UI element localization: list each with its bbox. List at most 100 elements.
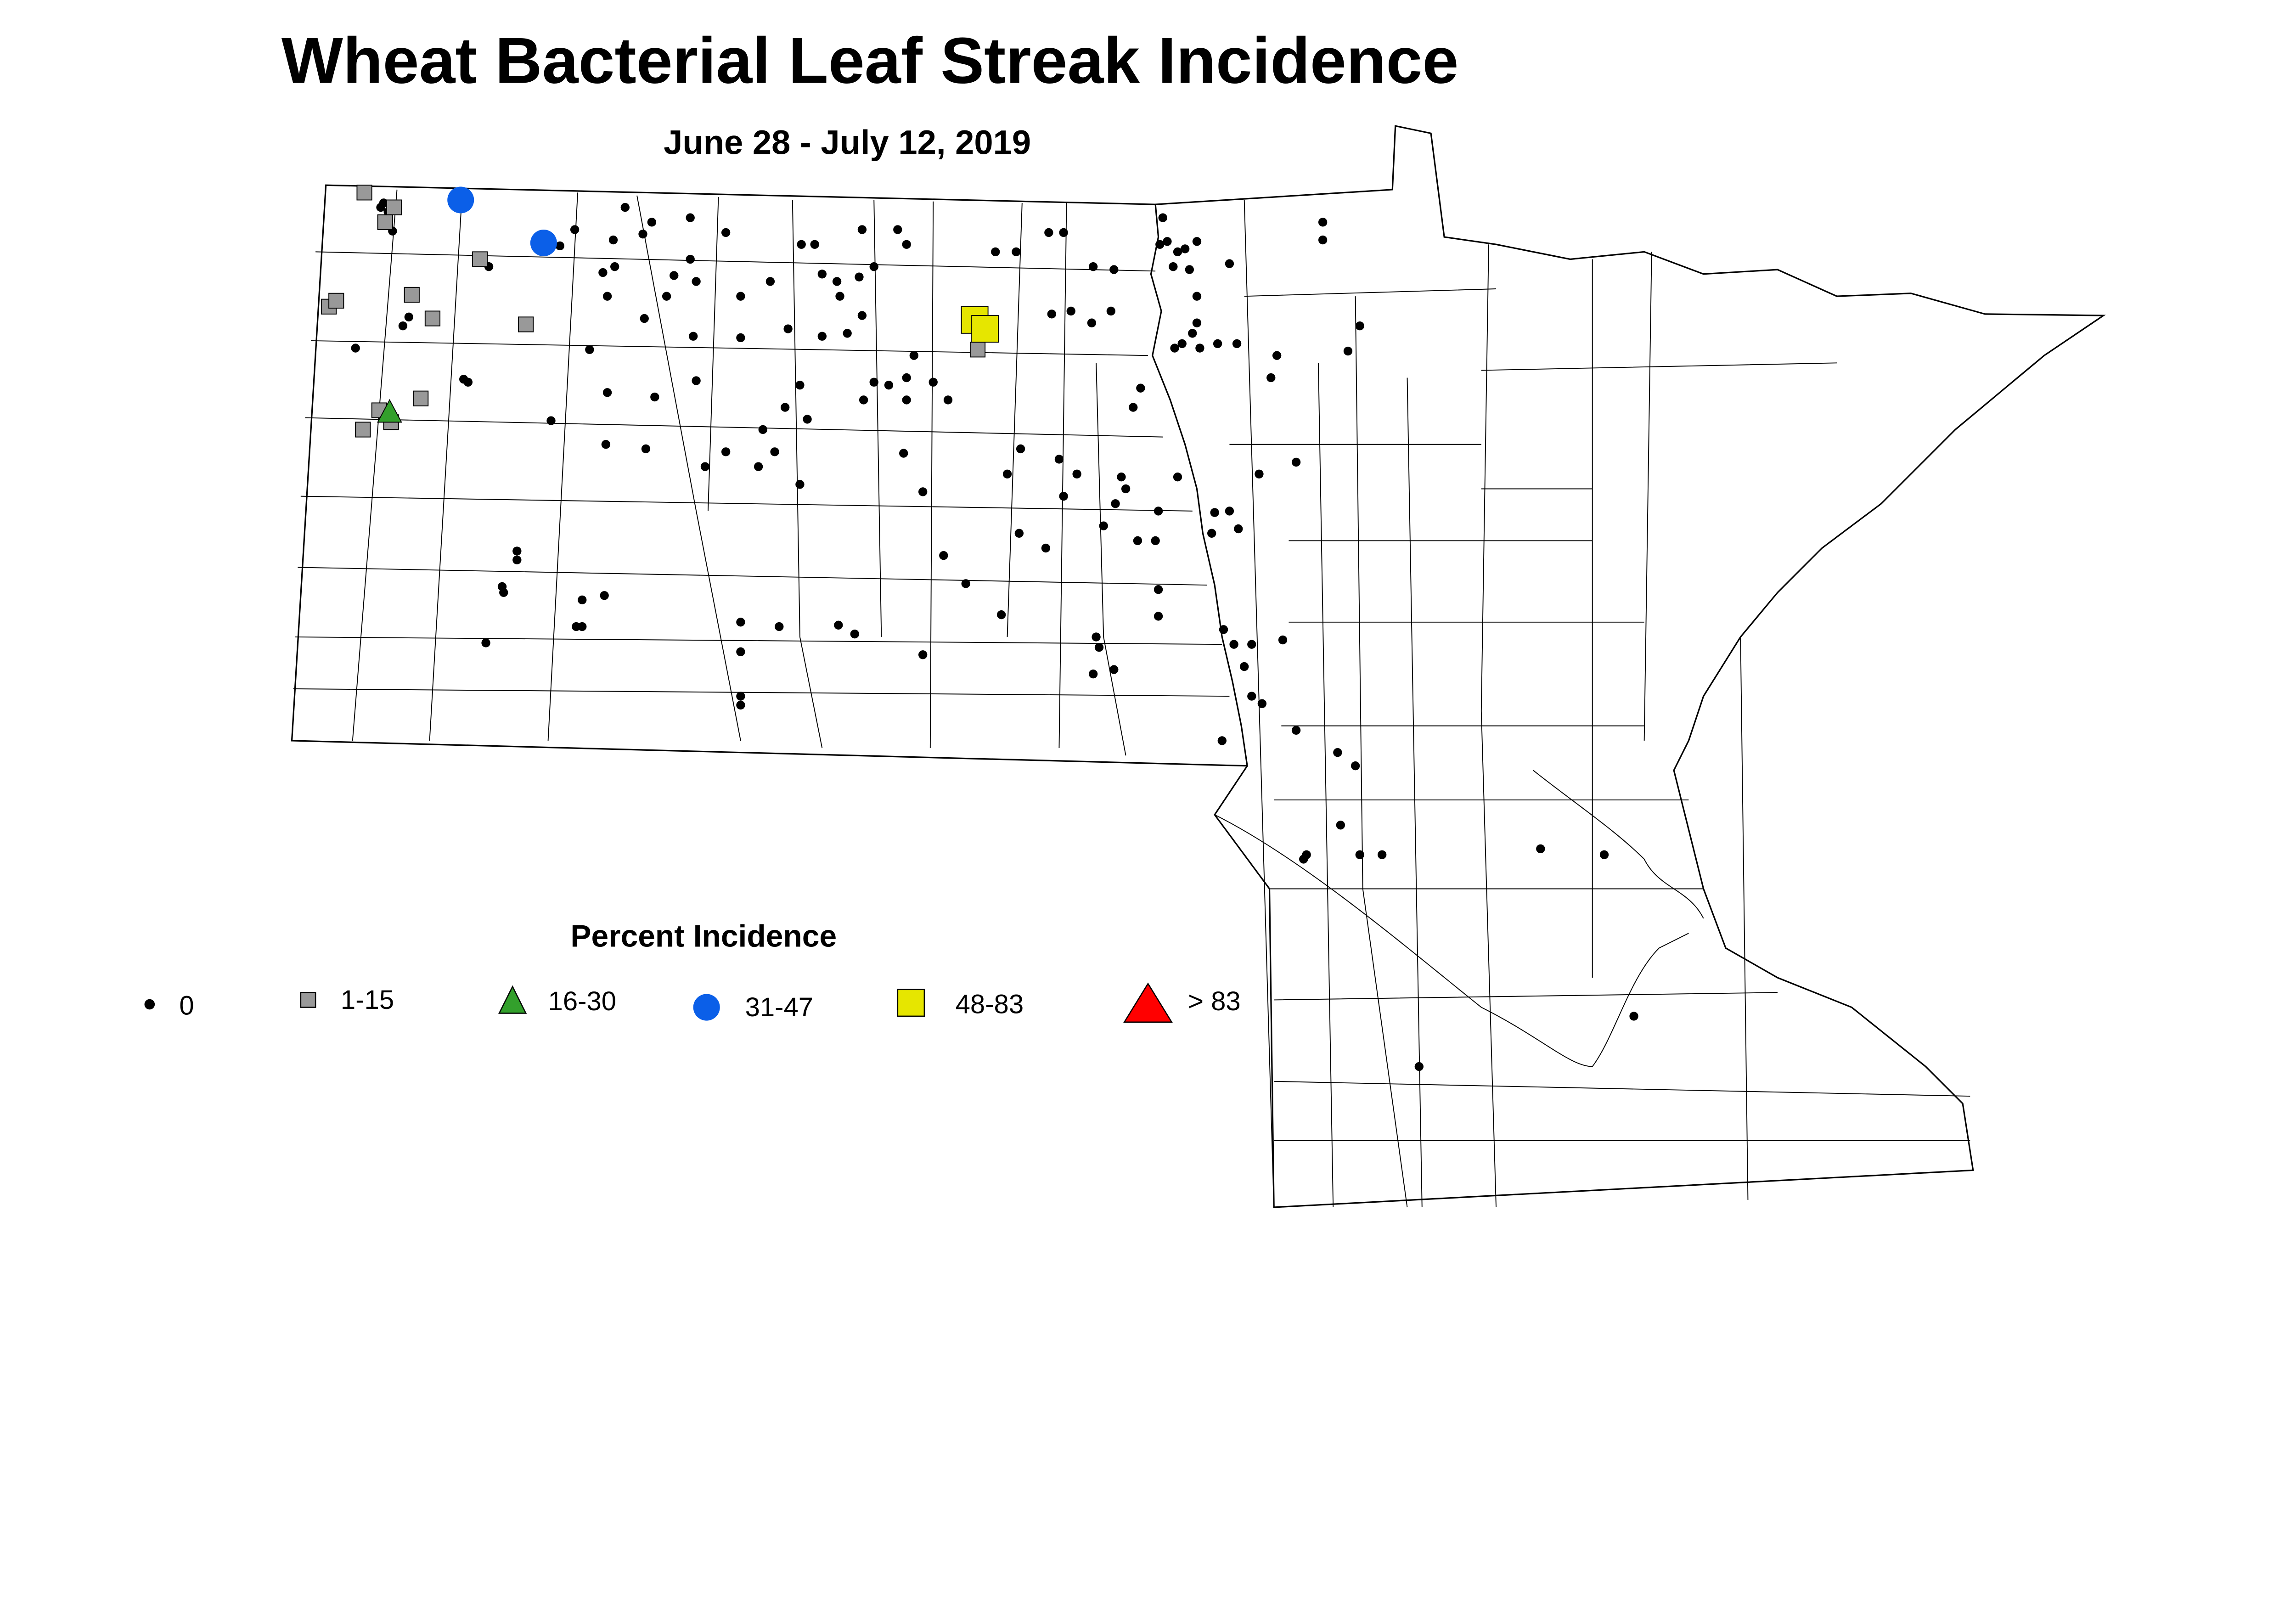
legend-symbol-blue-circle	[693, 994, 720, 1021]
site-point-0	[1155, 240, 1165, 249]
site-point-0	[1012, 247, 1021, 257]
legend-label: 0	[179, 991, 194, 1021]
site-point-0	[1239, 662, 1249, 671]
site-point-0	[736, 692, 745, 701]
site-point-0	[641, 444, 651, 454]
site-point-0	[686, 213, 695, 222]
site-point-0	[1247, 692, 1256, 701]
site-point-0	[662, 292, 671, 301]
map-subtitle: June 28 - July 12, 2019	[664, 123, 1031, 161]
site-point-0	[943, 395, 953, 405]
site-point-0	[1333, 748, 1342, 757]
site-point-0	[721, 228, 731, 237]
legend-symbol-grey-square	[300, 991, 316, 1008]
site-point-0	[909, 351, 919, 360]
site-point-1-15	[518, 316, 534, 332]
site-point-1-15	[472, 251, 488, 267]
site-point-0	[546, 416, 556, 425]
site-point-0	[1177, 339, 1187, 349]
site-point-0	[601, 440, 611, 449]
site-point-0	[902, 395, 911, 405]
legend-item-4: 48-83	[897, 989, 1024, 1019]
site-point-0	[859, 395, 868, 405]
site-point-0	[638, 229, 647, 239]
legend-item-2: 16-30	[498, 985, 616, 1016]
site-point-0	[1343, 346, 1353, 356]
site-point-0	[512, 555, 522, 565]
site-point-0	[817, 270, 827, 279]
site-point-0	[1217, 736, 1227, 745]
site-point-0	[1255, 469, 1264, 478]
site-point-0	[1088, 262, 1098, 271]
site-point-0	[939, 551, 948, 560]
north-dakota-outline	[291, 184, 1249, 767]
site-point-1-15	[328, 293, 344, 309]
site-point-0	[578, 622, 587, 631]
site-point-0	[585, 345, 594, 354]
site-point-0	[398, 321, 408, 331]
legend-title: Percent Incidence	[570, 919, 837, 953]
site-point-1-15	[424, 310, 441, 327]
site-point-0	[810, 240, 819, 249]
site-point-0	[795, 480, 805, 489]
site-point-0	[899, 449, 908, 458]
site-point-0	[1133, 536, 1142, 546]
site-point-0	[1247, 640, 1256, 649]
site-point-0	[918, 487, 928, 496]
site-point-0	[834, 620, 843, 630]
site-point-0	[1219, 625, 1228, 634]
site-point-0	[1111, 499, 1120, 508]
site-point-0	[602, 388, 612, 397]
site-point-0	[1109, 665, 1119, 674]
site-point-0	[1414, 1062, 1424, 1071]
site-point-0	[902, 373, 911, 383]
site-point-0	[692, 277, 701, 286]
site-point-0	[961, 579, 970, 588]
site-point-0	[1207, 529, 1216, 538]
site-point-0	[1169, 262, 1178, 271]
site-point-1-15	[377, 214, 393, 230]
site-point-0	[869, 377, 878, 387]
site-point-0	[918, 650, 928, 659]
site-point-0	[602, 292, 612, 301]
site-point-0	[1151, 536, 1160, 546]
site-point-0	[670, 271, 679, 280]
site-point-0	[512, 546, 522, 556]
site-point-0	[929, 377, 938, 387]
site-point-0	[1299, 855, 1308, 864]
site-point-0	[1047, 310, 1057, 319]
site-point-0	[1318, 218, 1328, 227]
site-point-0	[351, 343, 360, 353]
site-point-0	[1257, 699, 1267, 708]
site-point-0	[835, 292, 844, 301]
site-point-0	[1129, 403, 1138, 412]
legend-item-0: 0	[144, 991, 194, 1021]
site-point-0	[598, 268, 608, 277]
site-point-0	[1170, 343, 1179, 353]
site-point-0	[754, 462, 763, 471]
site-point-0	[1234, 524, 1243, 534]
minnesota-outline	[1155, 125, 2106, 1208]
legend: Percent Incidence 0 1-15 16-30 31-47 48-…	[144, 919, 1241, 1023]
site-point-0	[1225, 259, 1234, 268]
site-point-0	[1180, 244, 1190, 253]
county-lines	[293, 189, 1970, 1208]
site-point-0	[736, 618, 745, 627]
site-point-0	[795, 381, 805, 390]
site-point-0	[555, 241, 565, 251]
legend-symbol-red-triangle	[1123, 982, 1173, 1023]
site-point-0	[869, 262, 878, 271]
site-point-0	[765, 277, 775, 286]
legend-symbol-green-triangle	[498, 985, 527, 1014]
site-point-0	[991, 247, 1000, 257]
site-point-0	[1154, 612, 1163, 621]
site-point-1-15	[404, 287, 420, 303]
site-point-0	[1072, 469, 1081, 478]
site-point-0	[404, 312, 414, 321]
site-point-0	[736, 647, 745, 657]
legend-label: 48-83	[956, 989, 1024, 1019]
site-point-0	[1355, 850, 1364, 859]
site-point-0	[620, 203, 630, 212]
site-point-31-47	[530, 229, 557, 257]
state-outlines	[291, 125, 2106, 1208]
